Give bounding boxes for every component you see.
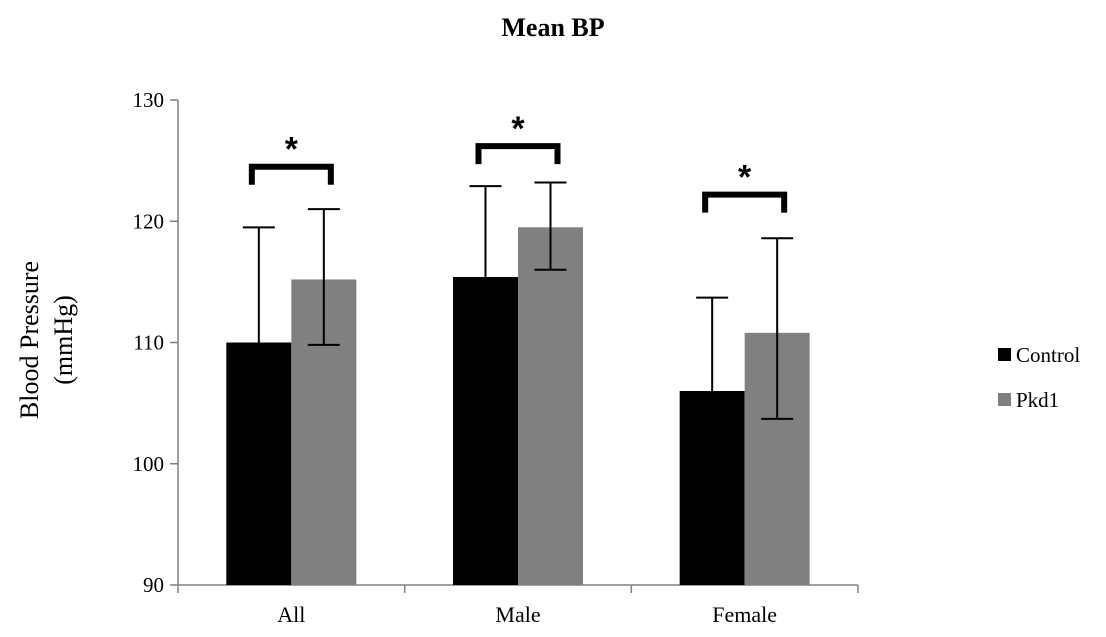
significance-bracket <box>475 143 561 165</box>
bar-control <box>679 391 745 585</box>
significance-star: * <box>738 159 752 197</box>
legend-label-control: Control <box>1016 343 1080 367</box>
y-axis-label-line2: (mmHg) <box>49 295 78 385</box>
significance-star: * <box>285 131 299 169</box>
y-tick-label: 100 <box>133 452 165 476</box>
y-tick-label: 90 <box>143 573 164 597</box>
significance-bracket <box>702 191 788 213</box>
significance-star: * <box>511 110 525 148</box>
legend-swatch-control <box>998 348 1011 361</box>
x-tick-label: Male <box>495 602 540 627</box>
x-tick-label: All <box>277 602 305 627</box>
chart-title: Mean BP <box>501 13 604 42</box>
y-axis-label-line1: Blood Pressure <box>15 261 44 419</box>
y-axis-label: Blood Pressure (mmHg) <box>15 261 78 419</box>
legend-label-pkd1: Pkd1 <box>1016 388 1059 412</box>
legend: Control Pkd1 <box>998 343 1080 412</box>
bar-control <box>453 277 518 585</box>
y-tick-label: 130 <box>133 88 165 112</box>
y-tick-label: 120 <box>133 209 165 233</box>
x-tick-label: Female <box>712 602 777 627</box>
significance-bracket <box>248 163 334 185</box>
plot-area: 90 100 110 120 130 All * Male * Female * <box>133 88 859 627</box>
legend-swatch-pkd1 <box>998 393 1011 406</box>
bar-pkd1 <box>518 227 583 585</box>
bar-control <box>226 342 292 585</box>
y-tick-label: 110 <box>133 331 164 355</box>
